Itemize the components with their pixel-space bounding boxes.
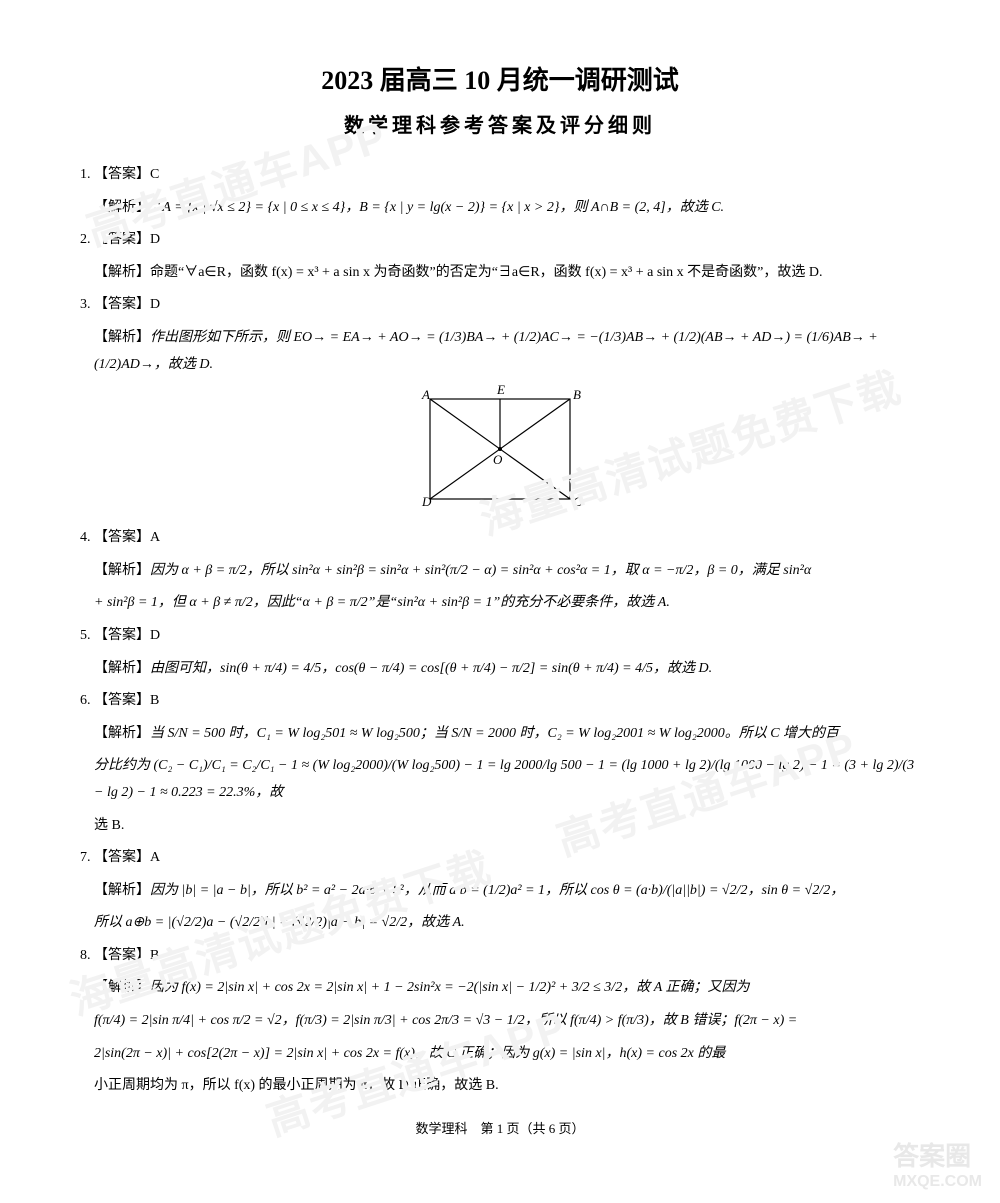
logo-line2: MXQE.COM <box>893 1173 982 1191</box>
expl-text: ∵ A = {x | √x ≤ 2} = {x | 0 ≤ x ≤ 4}，B =… <box>150 200 724 215</box>
expl-text: 因为 |b| = |a − b|，所以 b² = a² − 2a·b + b²，… <box>150 883 844 898</box>
explanation-4: 【解析】因为 α + β = π/2，所以 sin²α + sin²β = si… <box>80 558 920 585</box>
explanation-6c: 选 B. <box>80 813 920 840</box>
explanation-3: 【解析】作出图形如下所示，则 EO→ = EA→ + AO→ = (1/3)BA… <box>80 325 920 378</box>
svg-text:D: D <box>421 494 432 509</box>
explanation-1: 【解析】∵ A = {x | √x ≤ 2} = {x | 0 ≤ x ≤ 4}… <box>80 195 920 222</box>
answer-label: 6. <box>80 693 91 708</box>
answer-label: 2. <box>80 232 91 247</box>
explanation-7: 【解析】因为 |b| = |a − b|，所以 b² = a² − 2a·b +… <box>80 878 920 905</box>
expl-text: 命题“∀a∈R，函数 f(x) = x³ + a sin x 为奇函数”的否定为… <box>150 265 823 280</box>
expl-label: 【解析】 <box>94 563 150 578</box>
expl-label: 【解析】 <box>94 726 150 741</box>
answer-text: 【答案】A <box>94 530 160 545</box>
question-6: 6. 【答案】B <box>80 688 920 715</box>
expl-text: 选 B. <box>94 818 124 833</box>
page-footer: 数学理科 第 1 页（共 6 页） <box>80 1118 920 1137</box>
explanation-8d: 小正周期均为 π，所以 f(x) 的最小正周期为 π，故 D 正确，故选 B. <box>80 1073 920 1100</box>
expl-text: 所以 a⊕b = |(√2/2)a − (√2/2)b| = (√2/2)|a … <box>94 915 465 930</box>
answer-label: 4. <box>80 530 91 545</box>
question-7: 7. 【答案】A <box>80 845 920 872</box>
question-8: 8. 【答案】B <box>80 943 920 970</box>
expl-label: 【解析】 <box>94 883 150 898</box>
answer-label: 3. <box>80 297 91 312</box>
explanation-8: 【解析】因为 f(x) = 2|sin x| + cos 2x = 2|sin … <box>80 975 920 1002</box>
svg-text:E: E <box>496 384 505 397</box>
svg-text:O: O <box>493 452 503 467</box>
expl-text: 2|sin(2π − x)| + cos[2(2π − x)] = 2|sin … <box>94 1046 725 1061</box>
page-title: 2023 届高三 10 月统一调研测试 <box>80 60 920 97</box>
geometry-diagram: A B C D E O <box>80 384 920 519</box>
expl-label: 【解析】 <box>94 661 150 676</box>
expl-text: f(π/4) = 2|sin π/4| + cos π/2 = √2，f(π/3… <box>94 1013 797 1028</box>
expl-label: 【解析】 <box>94 980 150 995</box>
answer-text: 【答案】D <box>94 232 160 247</box>
page-subtitle: 数学理科参考答案及评分细则 <box>80 109 920 138</box>
explanation-8c: 2|sin(2π − x)| + cos[2(2π − x)] = 2|sin … <box>80 1041 920 1068</box>
question-2: 2. 【答案】D <box>80 227 920 254</box>
answer-text: 【答案】C <box>94 167 159 182</box>
expl-text: 小正周期均为 π，所以 f(x) 的最小正周期为 π，故 D 正确，故选 B. <box>94 1078 499 1093</box>
explanation-6b: 分比约为 (C₂ − C₁)/C₁ = C₂/C₁ − 1 ≈ (W log₂2… <box>80 753 920 806</box>
question-1: 1. 【答案】C <box>80 162 920 189</box>
expl-text: + sin²β = 1，但 α + β ≠ π/2，因此“α + β = π/2… <box>94 595 670 610</box>
explanation-6: 【解析】当 S/N = 500 时，C₁ = W log₂501 ≈ W log… <box>80 721 920 748</box>
answer-text: 【答案】B <box>94 693 159 708</box>
question-5: 5. 【答案】D <box>80 623 920 650</box>
explanation-8b: f(π/4) = 2|sin π/4| + cos π/2 = √2，f(π/3… <box>80 1008 920 1035</box>
answer-label: 7. <box>80 850 91 865</box>
expl-text: 当 S/N = 500 时，C₁ = W log₂501 ≈ W log₂500… <box>150 726 839 741</box>
answer-text: 【答案】A <box>94 850 160 865</box>
answer-text: 【答案】D <box>94 297 160 312</box>
answer-label: 1. <box>80 167 91 182</box>
question-4: 4. 【答案】A <box>80 525 920 552</box>
explanation-5: 【解析】由图可知，sin(θ + π/4) = 4/5，cos(θ − π/4)… <box>80 656 920 683</box>
expl-text: 作出图形如下所示，则 EO→ = EA→ + AO→ = (1/3)BA→ + … <box>94 330 878 372</box>
answer-label: 8. <box>80 948 91 963</box>
expl-text: 由图可知，sin(θ + π/4) = 4/5，cos(θ − π/4) = c… <box>150 661 712 676</box>
svg-text:C: C <box>573 494 582 509</box>
expl-text: 因为 α + β = π/2，所以 sin²α + sin²β = sin²α … <box>150 563 811 578</box>
answer-label: 5. <box>80 628 91 643</box>
expl-label: 【解析】 <box>94 265 150 280</box>
expl-text: 因为 f(x) = 2|sin x| + cos 2x = 2|sin x| +… <box>150 980 750 995</box>
explanation-7b: 所以 a⊕b = |(√2/2)a − (√2/2)b| = (√2/2)|a … <box>80 910 920 937</box>
expl-text: 分比约为 (C₂ − C₁)/C₁ = C₂/C₁ − 1 ≈ (W log₂2… <box>94 758 914 800</box>
explanation-2: 【解析】命题“∀a∈R，函数 f(x) = x³ + a sin x 为奇函数”… <box>80 260 920 287</box>
answer-text: 【答案】D <box>94 628 160 643</box>
answer-text: 【答案】B <box>94 948 159 963</box>
svg-text:A: A <box>421 387 430 402</box>
question-3: 3. 【答案】D <box>80 292 920 319</box>
expl-label: 【解析】 <box>94 200 150 215</box>
logo-line1: 答案圈 <box>893 1136 982 1173</box>
explanation-4b: + sin²β = 1，但 α + β ≠ π/2，因此“α + β = π/2… <box>80 590 920 617</box>
svg-text:B: B <box>573 387 581 402</box>
expl-label: 【解析】 <box>94 330 150 345</box>
footer-logo: 答案圈 MXQE.COM <box>893 1136 982 1191</box>
